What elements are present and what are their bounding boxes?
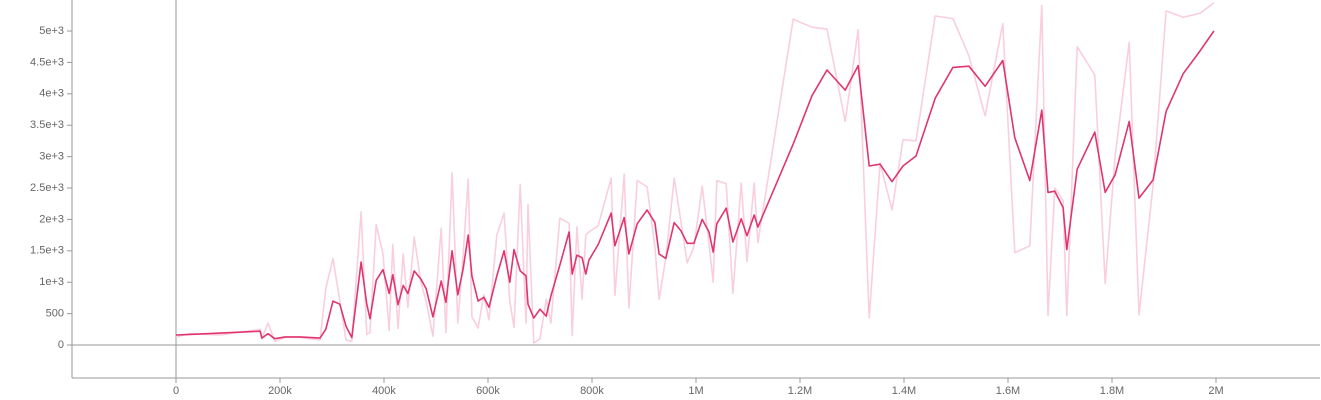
x-tick-label: 1.2M [788,385,812,397]
x-tick-label: 800k [580,385,604,397]
series-line [175,30,1215,340]
y-tick-label: 4e+3 [39,88,64,100]
series-line [175,2,1215,344]
y-tick-label: 1.5e+3 [30,245,64,257]
x-tick-label: 2M [1208,385,1223,397]
y-tick-label: 2e+3 [39,213,64,225]
y-tick-label: 4.5e+3 [30,56,64,68]
y-tick-label: 5e+3 [39,25,64,37]
x-tick-label: 1M [688,385,703,397]
x-tick-label: 1.6M [996,385,1020,397]
y-tick-label: 0 [58,339,64,351]
x-tick-label: 600k [476,385,500,397]
y-tick-label: 3.5e+3 [30,119,64,131]
y-tick-label: 3e+3 [39,151,64,163]
x-tick-label: 0 [173,385,179,397]
y-tick-label: 1e+3 [39,276,64,288]
y-tick-label: 500 [46,308,64,320]
x-tick-label: 400k [372,385,396,397]
x-tick-label: 200k [268,385,292,397]
x-tick-label: 1.8M [1100,385,1124,397]
x-tick-label: 1.4M [892,385,916,397]
y-tick-label: 2.5e+3 [30,182,64,194]
